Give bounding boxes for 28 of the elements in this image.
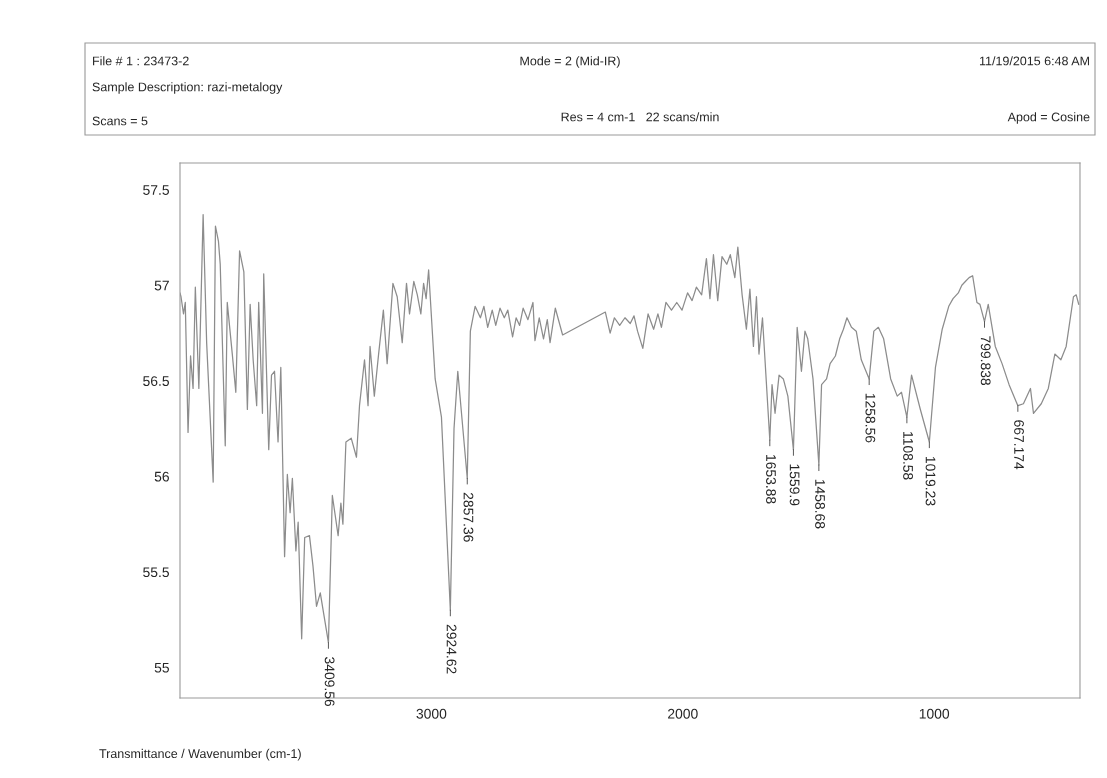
y-tick-label: 55: [154, 662, 169, 673]
x-axis-title: Transmittance / Wavenumber (cm-1): [99, 748, 301, 761]
annotation: 1458.68: [815, 479, 825, 529]
annotation: 3409.56: [324, 657, 335, 707]
text: File # 1 : 23473-2: [93, 56, 189, 66]
annotation: 1559.9: [789, 464, 800, 506]
text: 11/19/2015 6:48 AM: [979, 56, 1089, 66]
y-tick-label: 57: [154, 280, 169, 291]
y-tick-label: 55.5: [143, 567, 169, 578]
annotation: 799.838: [980, 336, 991, 386]
annotation: 1258.56: [865, 393, 876, 443]
x-tick-label: 1000: [919, 708, 950, 719]
x-tick-label: 3000: [416, 708, 447, 719]
y-tick-label: 56: [154, 471, 169, 482]
x-tick-label: 2000: [668, 708, 698, 719]
annotation: 1653.88: [766, 455, 776, 504]
annotation: 2924.62: [446, 624, 457, 674]
annotation: 1019.23: [925, 456, 936, 506]
text: Scans = 5: [92, 116, 148, 126]
text: Mode = 2 (Mid-IR): [520, 56, 620, 68]
annotation: 2857.36: [463, 492, 474, 542]
text: Sample Description: razi-metalogy: [92, 82, 283, 94]
annotation: 1108.58: [903, 432, 913, 480]
y-tick-label: 57.5: [143, 185, 169, 195]
text: Apod = Cosine: [1007, 112, 1090, 124]
text: Res = 4 cm-1 22 scans/min: [561, 112, 719, 122]
y-tick-label: 56.5: [143, 376, 169, 386]
annotation: 667.174: [1014, 420, 1024, 470]
